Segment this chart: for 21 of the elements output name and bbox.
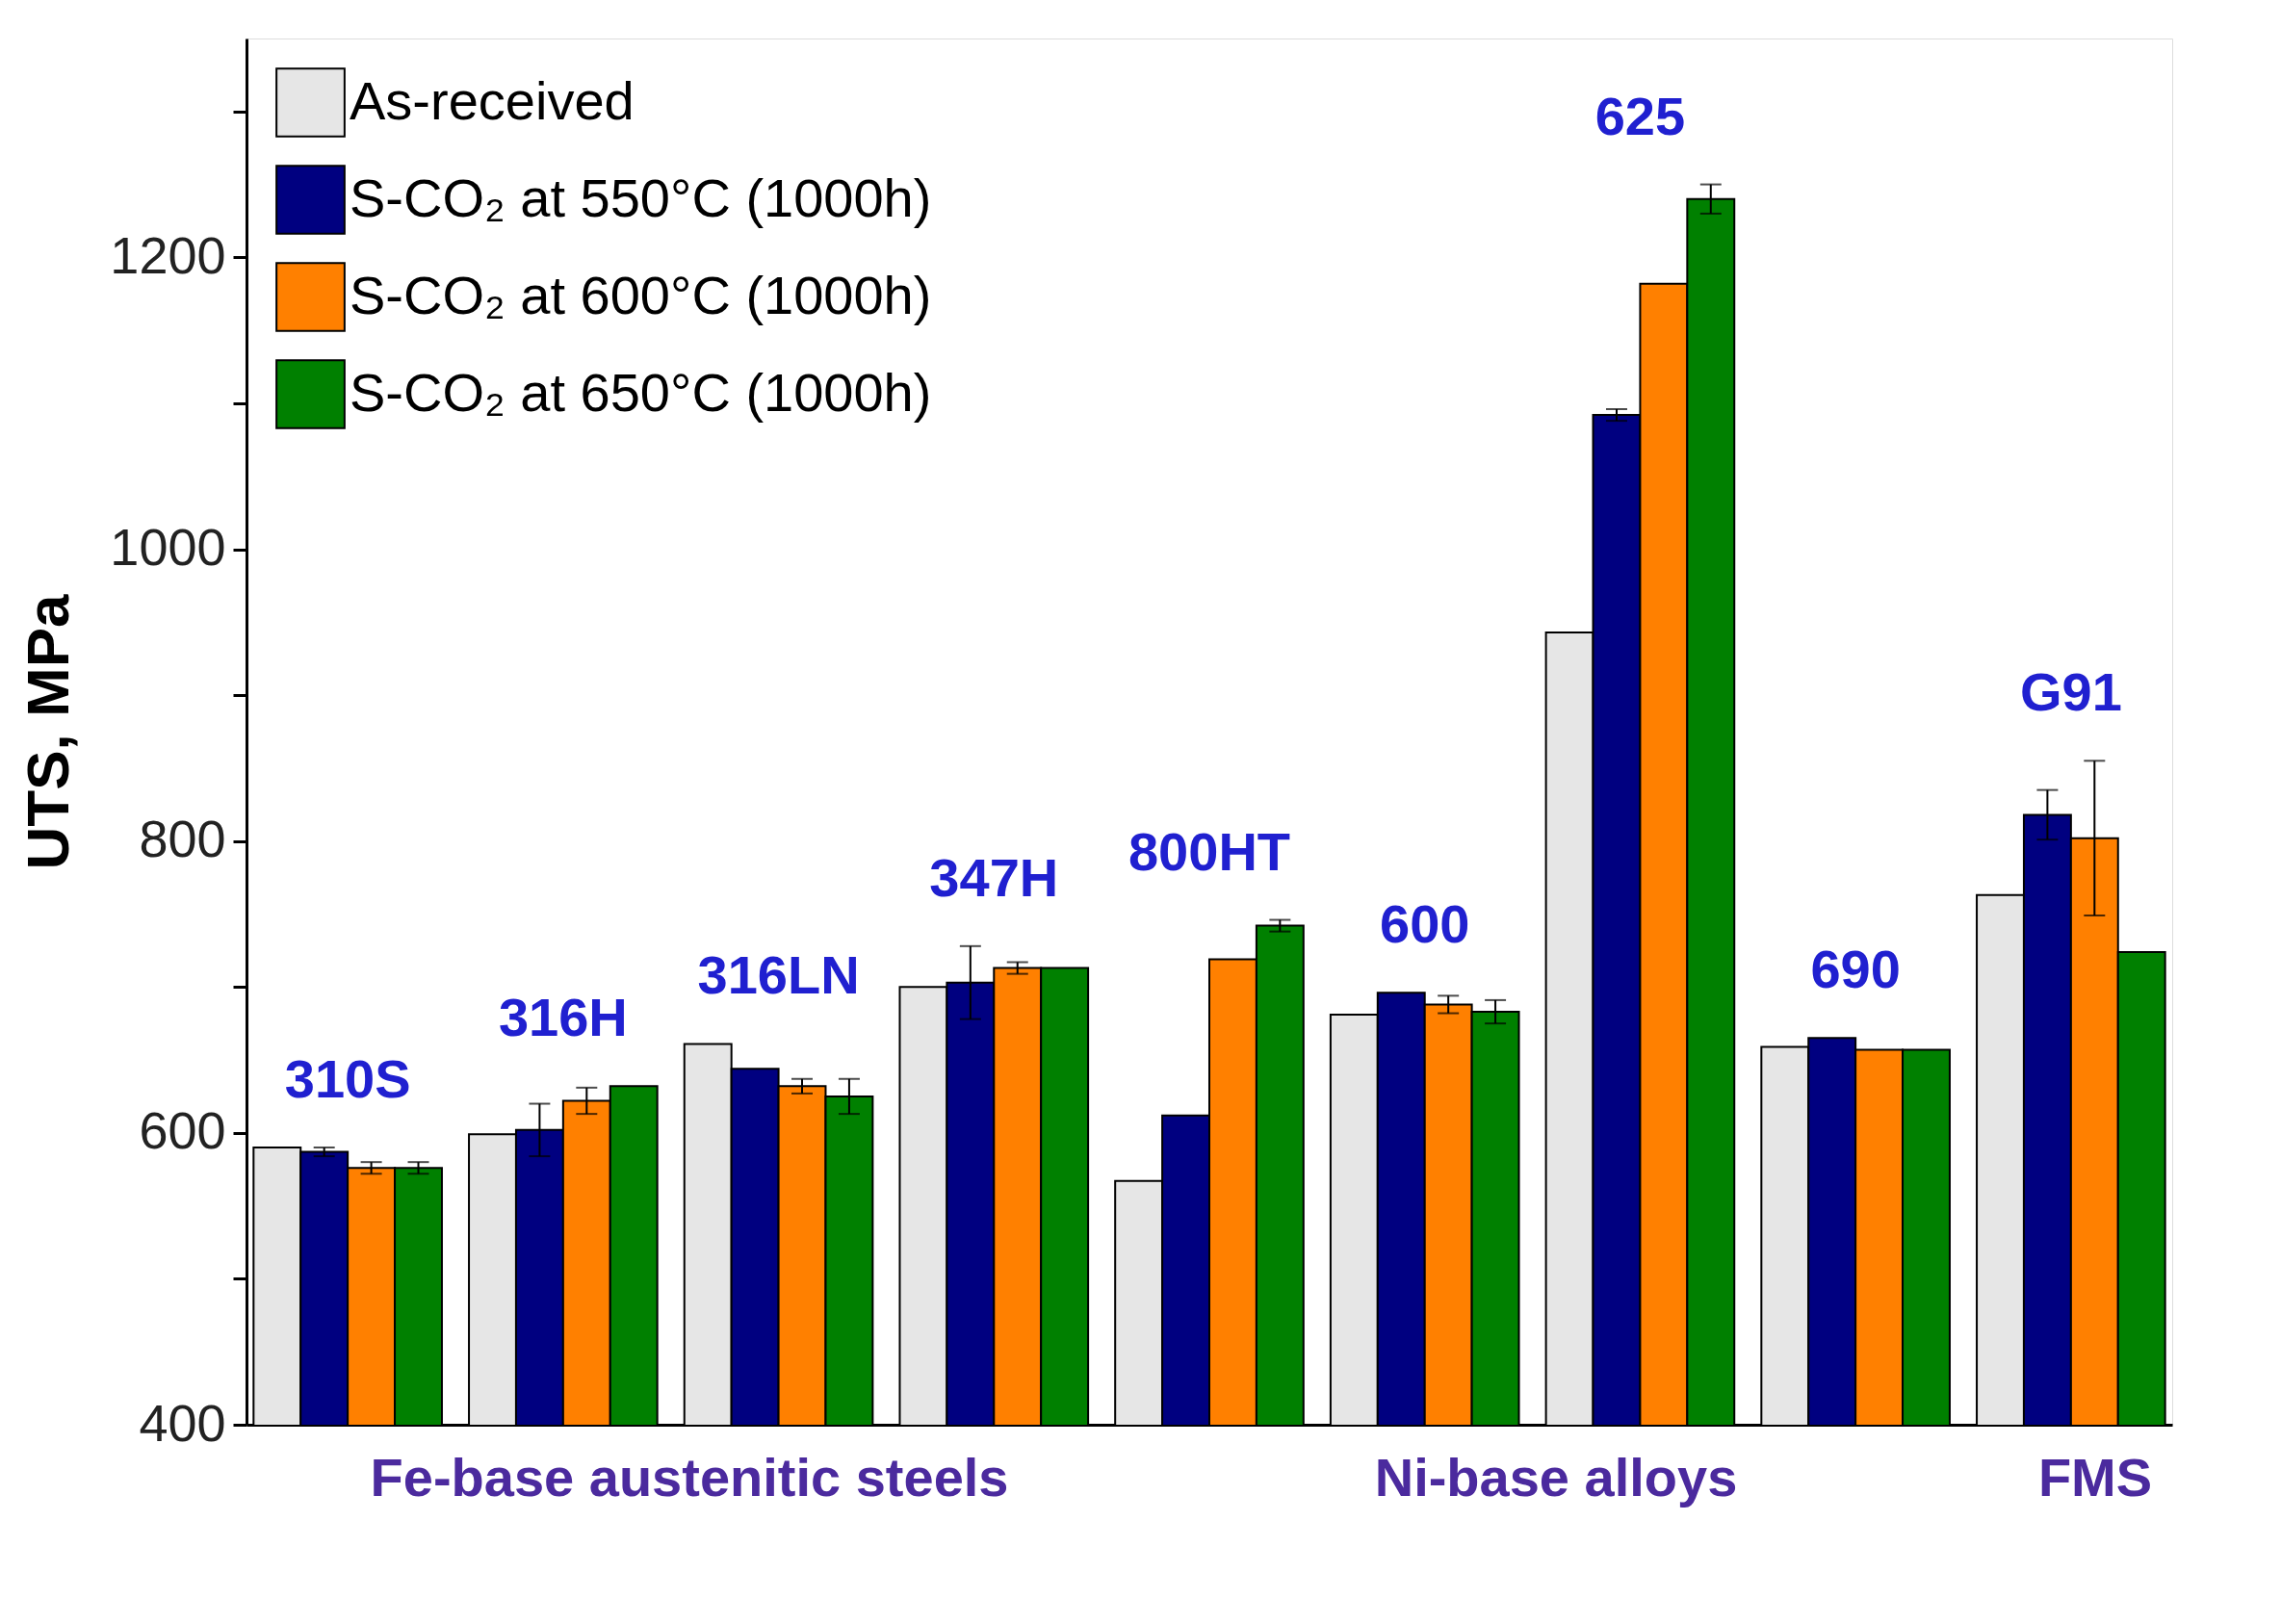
x-tick-label: 347H xyxy=(929,846,1059,908)
legend-label: S-CO₂ at 550°C (1000h) xyxy=(350,167,932,228)
x-tick-label: 625 xyxy=(1594,85,1686,146)
text: Fe-base austenitic steels xyxy=(370,1447,1009,1508)
y-tick-label: 800 xyxy=(139,810,226,868)
y-tick-label: 1200 xyxy=(110,225,226,284)
x-tick-label: 690 xyxy=(1810,939,1901,1000)
y-tick-label: 1000 xyxy=(110,518,226,577)
text: FMS xyxy=(2037,1447,2153,1508)
y-tick-label: 600 xyxy=(139,1101,226,1160)
y-axis-title: UTS, MPa xyxy=(14,594,82,870)
legend-label: As-received xyxy=(350,69,635,131)
text: Ni-base alloys xyxy=(1374,1447,1738,1508)
x-tick-label: 310S xyxy=(284,1048,411,1109)
legend-label: S-CO₂ at 650°C (1000h) xyxy=(350,361,932,423)
x-tick-label: 316H xyxy=(498,987,628,1048)
x-tick-label: 316LN xyxy=(697,944,860,1006)
y-tick-label: 400 xyxy=(139,1393,226,1452)
x-tick-label: 800HT xyxy=(1128,820,1291,882)
x-tick-label: G91 xyxy=(2019,661,2122,723)
legend-label: S-CO₂ at 600°C (1000h) xyxy=(350,264,932,325)
